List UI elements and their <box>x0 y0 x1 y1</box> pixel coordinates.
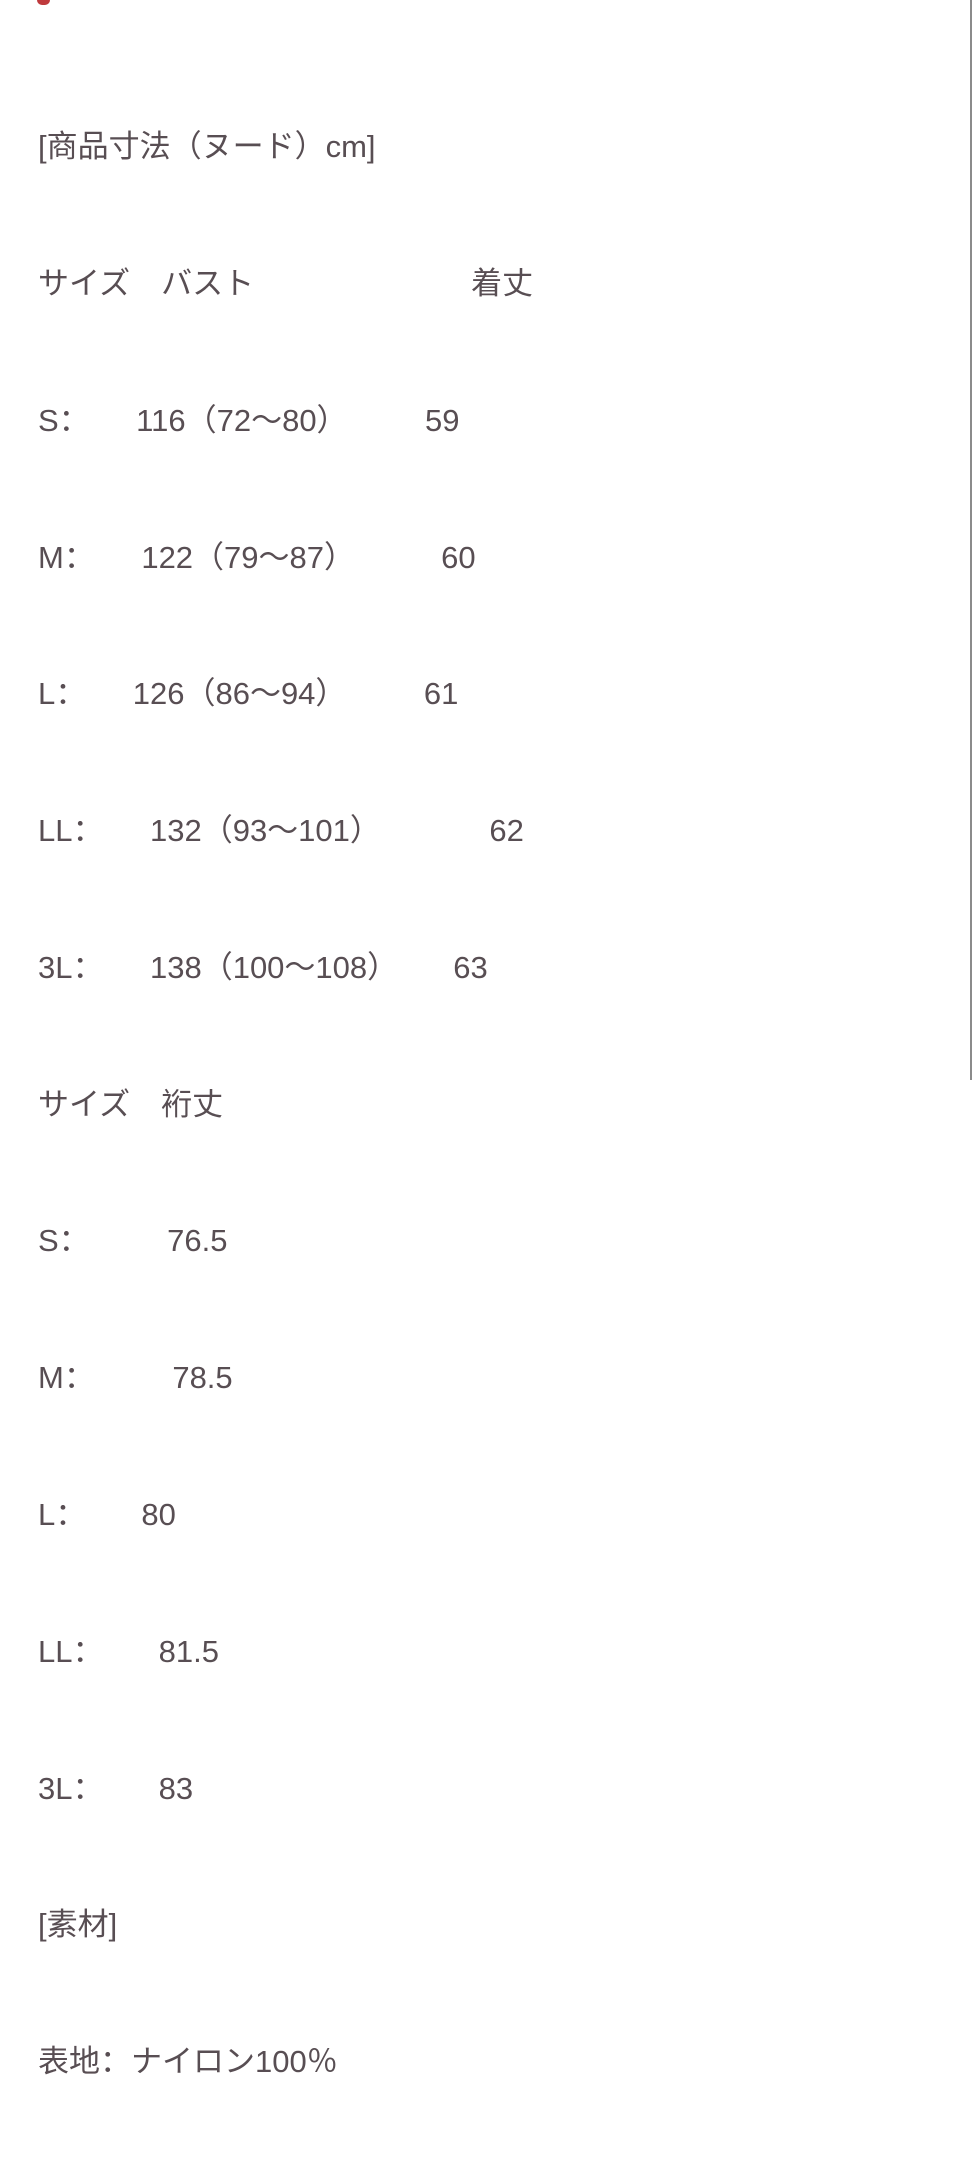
material-section-title: [素材] <box>38 1907 118 1943</box>
right-edge-divider <box>970 0 972 1080</box>
red-marker-icon <box>37 0 50 5</box>
sleeve-row-ll: LL： 81.5 <box>38 1633 219 1669</box>
dimension-section-title: [商品寸法（ヌード）cm] <box>38 129 376 165</box>
bust-table-header: サイズ バスト 着丈 <box>38 265 534 301</box>
product-description: [商品寸法（ヌード）cm] サイズ バスト 着丈 S： 116（72〜80） 5… <box>38 33 743 2160</box>
sleeve-row-3l: 3L： 83 <box>38 1770 194 1806</box>
bust-row-m: M： 122（79〜87） 60 <box>38 539 476 575</box>
sleeve-row-l: L： 80 <box>38 1497 176 1532</box>
sleeve-table-header: サイズ 裄丈 <box>38 1086 224 1122</box>
bust-row-3l: 3L： 138（100〜108） 63 <box>38 949 488 985</box>
material-outer: 表地：ナイロン100％ <box>38 2044 338 2080</box>
bust-row-l: L： 126（86〜94） 61 <box>38 676 459 712</box>
bust-row-s: S： 116（72〜80） 59 <box>38 402 460 438</box>
bust-row-ll: LL： 132（93〜101） 62 <box>38 813 524 849</box>
sleeve-row-s: S： 76.5 <box>38 1223 228 1259</box>
sleeve-row-m: M： 78.5 <box>38 1360 233 1396</box>
